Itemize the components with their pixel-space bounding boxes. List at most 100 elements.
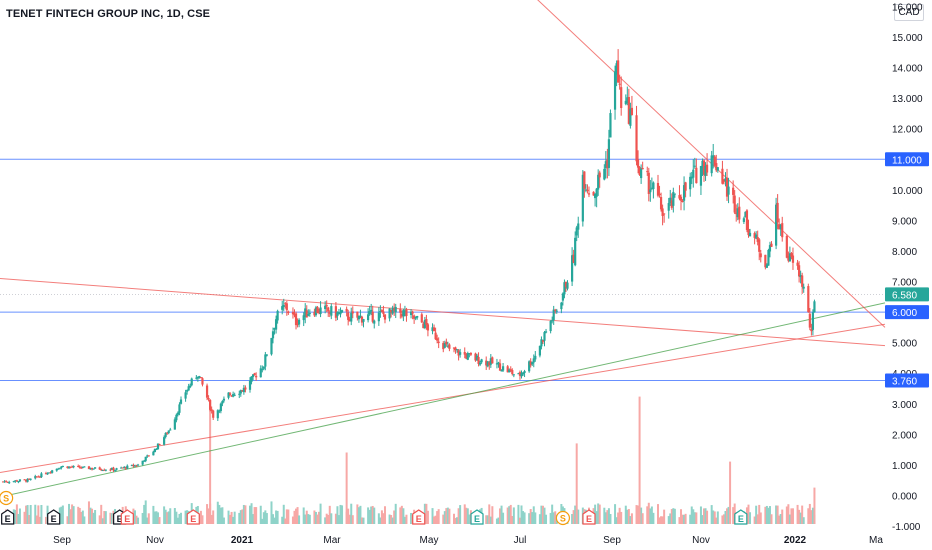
volume-bar [336,506,339,524]
candle-body [592,191,595,196]
dividend-marker [555,510,571,526]
candle-body [24,480,28,482]
candle-body [402,310,405,317]
volume-bar [307,514,310,524]
candle-body [253,373,256,375]
earnings-marker [186,509,200,525]
volume-bar [318,511,321,524]
candle-body [721,168,724,184]
volume-bar [767,507,770,524]
candle-body [210,409,213,411]
volume-bar [499,508,502,524]
candle-body [83,466,86,468]
volume-bar [489,516,492,524]
candle-body [351,311,354,314]
volume-bar [658,517,661,524]
candle-body [101,470,104,472]
volume-bar [391,517,394,524]
candle-body [722,180,726,182]
volume-bar [295,508,298,524]
candle-body [540,339,543,347]
candle-body [259,368,262,378]
candle-body [255,375,258,378]
event-markers[interactable]: SE E E E E E E S E E [0,490,748,526]
currency-badge[interactable]: CAD [894,4,924,21]
candle-body [281,306,284,310]
volume-bar [620,511,623,524]
volume-bar [465,507,468,524]
candle-body [199,377,203,379]
volume-bar [285,509,288,524]
time-tick-label: Sep [53,535,71,546]
volume-bar [650,506,653,524]
trend-lines[interactable] [0,0,886,498]
candle-body [509,369,512,371]
price-tick-label: 14.000 [892,64,923,75]
volume-bar [511,515,514,524]
volume-bar [641,513,644,524]
candle-body [491,357,494,364]
candle-body [80,467,83,469]
candle-body [264,354,267,367]
volume-bar [178,513,181,524]
candle-body [598,172,601,178]
candle-body [693,165,696,167]
candle-body [807,286,810,313]
volume-bar [78,508,81,524]
candle-body [520,373,523,377]
volume-bar [426,510,429,524]
volume-bar [781,509,784,524]
candle-body [340,310,344,313]
price-axis[interactable]: 16.000 15.000 14.000 13.000 12.000 11.000 10.0… [892,2,923,533]
candle-body [348,318,351,322]
volume-bar [721,515,724,524]
candle-body [305,310,308,318]
candle-body [399,308,402,313]
volume-bar [249,505,252,524]
candle-body [380,310,384,312]
candle-body [120,467,123,469]
candle-body [78,466,81,468]
volume-bar [597,503,600,524]
earnings-marker-label: E [51,514,57,524]
candle-body [393,308,396,311]
volume-bar [508,506,511,524]
volume-bar [158,517,161,524]
candle-body [133,465,137,467]
candle-body [362,319,365,322]
volume-bar [457,508,460,524]
candle-body [248,380,252,390]
candle-body [810,329,813,332]
time-axis[interactable]: Sep Nov 2021 Mar May Jul Sep Nov 2022 Ma [53,535,883,546]
candle-body [531,362,534,365]
candle-body [485,360,488,366]
volume-bar [807,508,810,524]
volume-bar [776,505,779,524]
volume-bar [437,509,440,524]
volume-bar [433,516,436,524]
candle-body [790,253,793,257]
candle-body [475,355,479,361]
candle-body [207,398,210,400]
candle-body [330,306,333,316]
candle-body [544,331,548,333]
price-tick-label: 7.000 [892,278,917,289]
volume-bar [23,511,26,524]
candle-body [345,308,348,312]
volume-bar [488,504,491,524]
volume-bar [29,504,32,524]
candle-body [577,223,580,230]
volume-bar [18,508,21,524]
volume-bar [713,511,716,524]
candle-body [463,352,466,355]
price-tick-label: 8.000 [892,247,917,258]
volume-bar [241,509,244,524]
candle-body [8,482,11,484]
candle-body [796,262,799,266]
volume-bar [275,510,278,524]
candle-body [517,373,520,375]
time-tick-label: 2021 [231,535,254,546]
volume-bar [319,503,322,524]
volume-bar [683,514,686,524]
